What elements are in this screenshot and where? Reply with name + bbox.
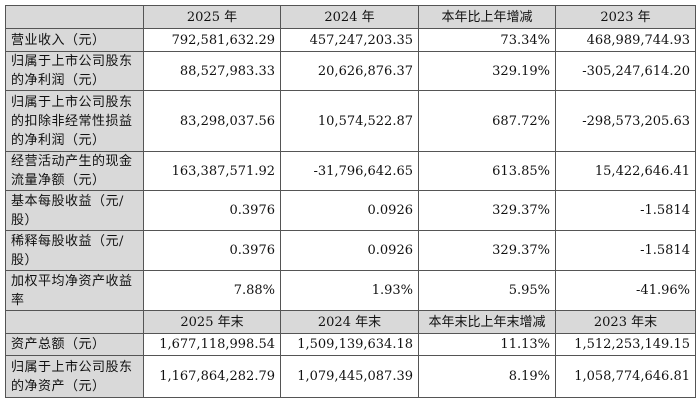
value-cell: 20,626,876.37 <box>280 51 419 91</box>
value-cell: 329.37% <box>418 190 556 231</box>
header-row: 2025 年末 2024 年末 本年末比上年末增减 2023 年末 <box>5 310 696 334</box>
value-cell: 163,387,571.92 <box>143 151 281 191</box>
value-cell: 1,058,774,646.81 <box>555 355 696 398</box>
table-row: 营业收入（元） 792,581,632.29 457,247,203.35 73.34… <box>5 28 696 52</box>
value-cell: 613.85% <box>418 151 556 191</box>
value-cell: -31,796,642.65 <box>280 151 419 191</box>
value-cell: 1,677,118,998.54 <box>143 333 281 356</box>
row-label: 资产总额（元） <box>5 333 144 356</box>
table-row: 资产总额（元） 1,677,118,998.54 1,509,139,634.18 1… <box>5 333 696 356</box>
value-cell: 73.34% <box>418 28 556 52</box>
value-cell: 0.3976 <box>143 230 281 271</box>
value-cell: 329.19% <box>418 51 556 91</box>
header-cell <box>5 310 144 334</box>
row-label: 归属于上市公司股东的净资产（元） <box>5 355 144 398</box>
value-cell: 5.95% <box>418 270 556 311</box>
row-label: 归属于上市公司股东的净利润（元） <box>5 51 144 91</box>
header-cell: 本年比上年增减 <box>418 5 556 29</box>
value-cell: 0.3976 <box>143 190 281 231</box>
table-row: 归属于上市公司股东的扣除非经常性损益的净利润（元） 83,298,037.56 10… <box>5 90 696 152</box>
value-cell: 1,509,139,634.18 <box>280 333 419 356</box>
value-cell: -1.5814 <box>555 230 696 271</box>
header-row: 2025 年 2024 年本年比上年增减 2023 年 <box>5 5 696 29</box>
value-cell: 1,167,864,282.79 <box>143 355 281 398</box>
value-cell: -41.96% <box>555 270 696 311</box>
value-cell: 1,079,445,087.39 <box>280 355 419 398</box>
value-cell: -1.5814 <box>555 190 696 231</box>
value-cell: 792,581,632.29 <box>143 28 281 52</box>
row-label: 归属于上市公司股东的扣除非经常性损益的净利润（元） <box>5 90 144 152</box>
value-cell: 468,989,744.93 <box>555 28 696 52</box>
header-cell: 2024 年末 <box>280 310 419 334</box>
value-cell: 8.19% <box>418 355 556 398</box>
value-cell: 7.88% <box>143 270 281 311</box>
table-row: 基本每股收益（元/股） 0.3976 0.0926 329.37% -1.5814 <box>5 190 696 231</box>
value-cell: 457,247,203.35 <box>280 28 419 52</box>
value-cell: 329.37% <box>418 230 556 271</box>
header-cell: 2023 年 <box>555 5 696 29</box>
row-label: 稀释每股收益（元/股） <box>5 230 144 271</box>
header-cell: 2024 年 <box>280 5 419 29</box>
table-row: 归属于上市公司股东的净资产（元） 1,167,864,282.79 1,079,44… <box>5 355 696 398</box>
value-cell: 11.13% <box>418 333 556 356</box>
value-cell: 83,298,037.56 <box>143 90 281 152</box>
row-label: 加权平均净资产收益率 <box>5 270 144 311</box>
header-cell: 2025 年 <box>143 5 281 29</box>
header-cell: 本年末比上年末增减 <box>418 310 556 334</box>
value-cell: 0.0926 <box>280 190 419 231</box>
row-label: 营业收入（元） <box>5 28 144 52</box>
table-row: 稀释每股收益（元/股） 0.3976 0.0926 329.37% -1.5814 <box>5 230 696 271</box>
row-label: 经营活动产生的现金流量净额（元） <box>5 151 144 191</box>
value-cell: 687.72% <box>418 90 556 152</box>
value-cell: -305,247,614.20 <box>555 51 696 91</box>
header-cell: 2023 年末 <box>555 310 696 334</box>
header-cell: 2025 年末 <box>143 310 281 334</box>
value-cell: 0.0926 <box>280 230 419 271</box>
value-cell: 15,422,646.41 <box>555 151 696 191</box>
value-cell: -298,573,205.63 <box>555 90 696 152</box>
row-label: 基本每股收益（元/股） <box>5 190 144 231</box>
value-cell: 88,527,983.33 <box>143 51 281 91</box>
header-cell <box>5 5 144 29</box>
financial-summary-table: 2025 年 2024 年本年比上年增减 2023 年营业收入（元） 792,581,… <box>5 5 696 398</box>
table-row: 归属于上市公司股东的净利润（元） 88,527,983.33 20,626,876.… <box>5 51 696 91</box>
table-row: 经营活动产生的现金流量净额（元） 163,387,571.92 -31,796,64… <box>5 151 696 191</box>
value-cell: 1.93% <box>280 270 419 311</box>
value-cell: 1,512,253,149.15 <box>555 333 696 356</box>
value-cell: 10,574,522.87 <box>280 90 419 152</box>
table-row: 加权平均净资产收益率 7.88% 1.93% 5.95% -41.96% <box>5 270 696 311</box>
